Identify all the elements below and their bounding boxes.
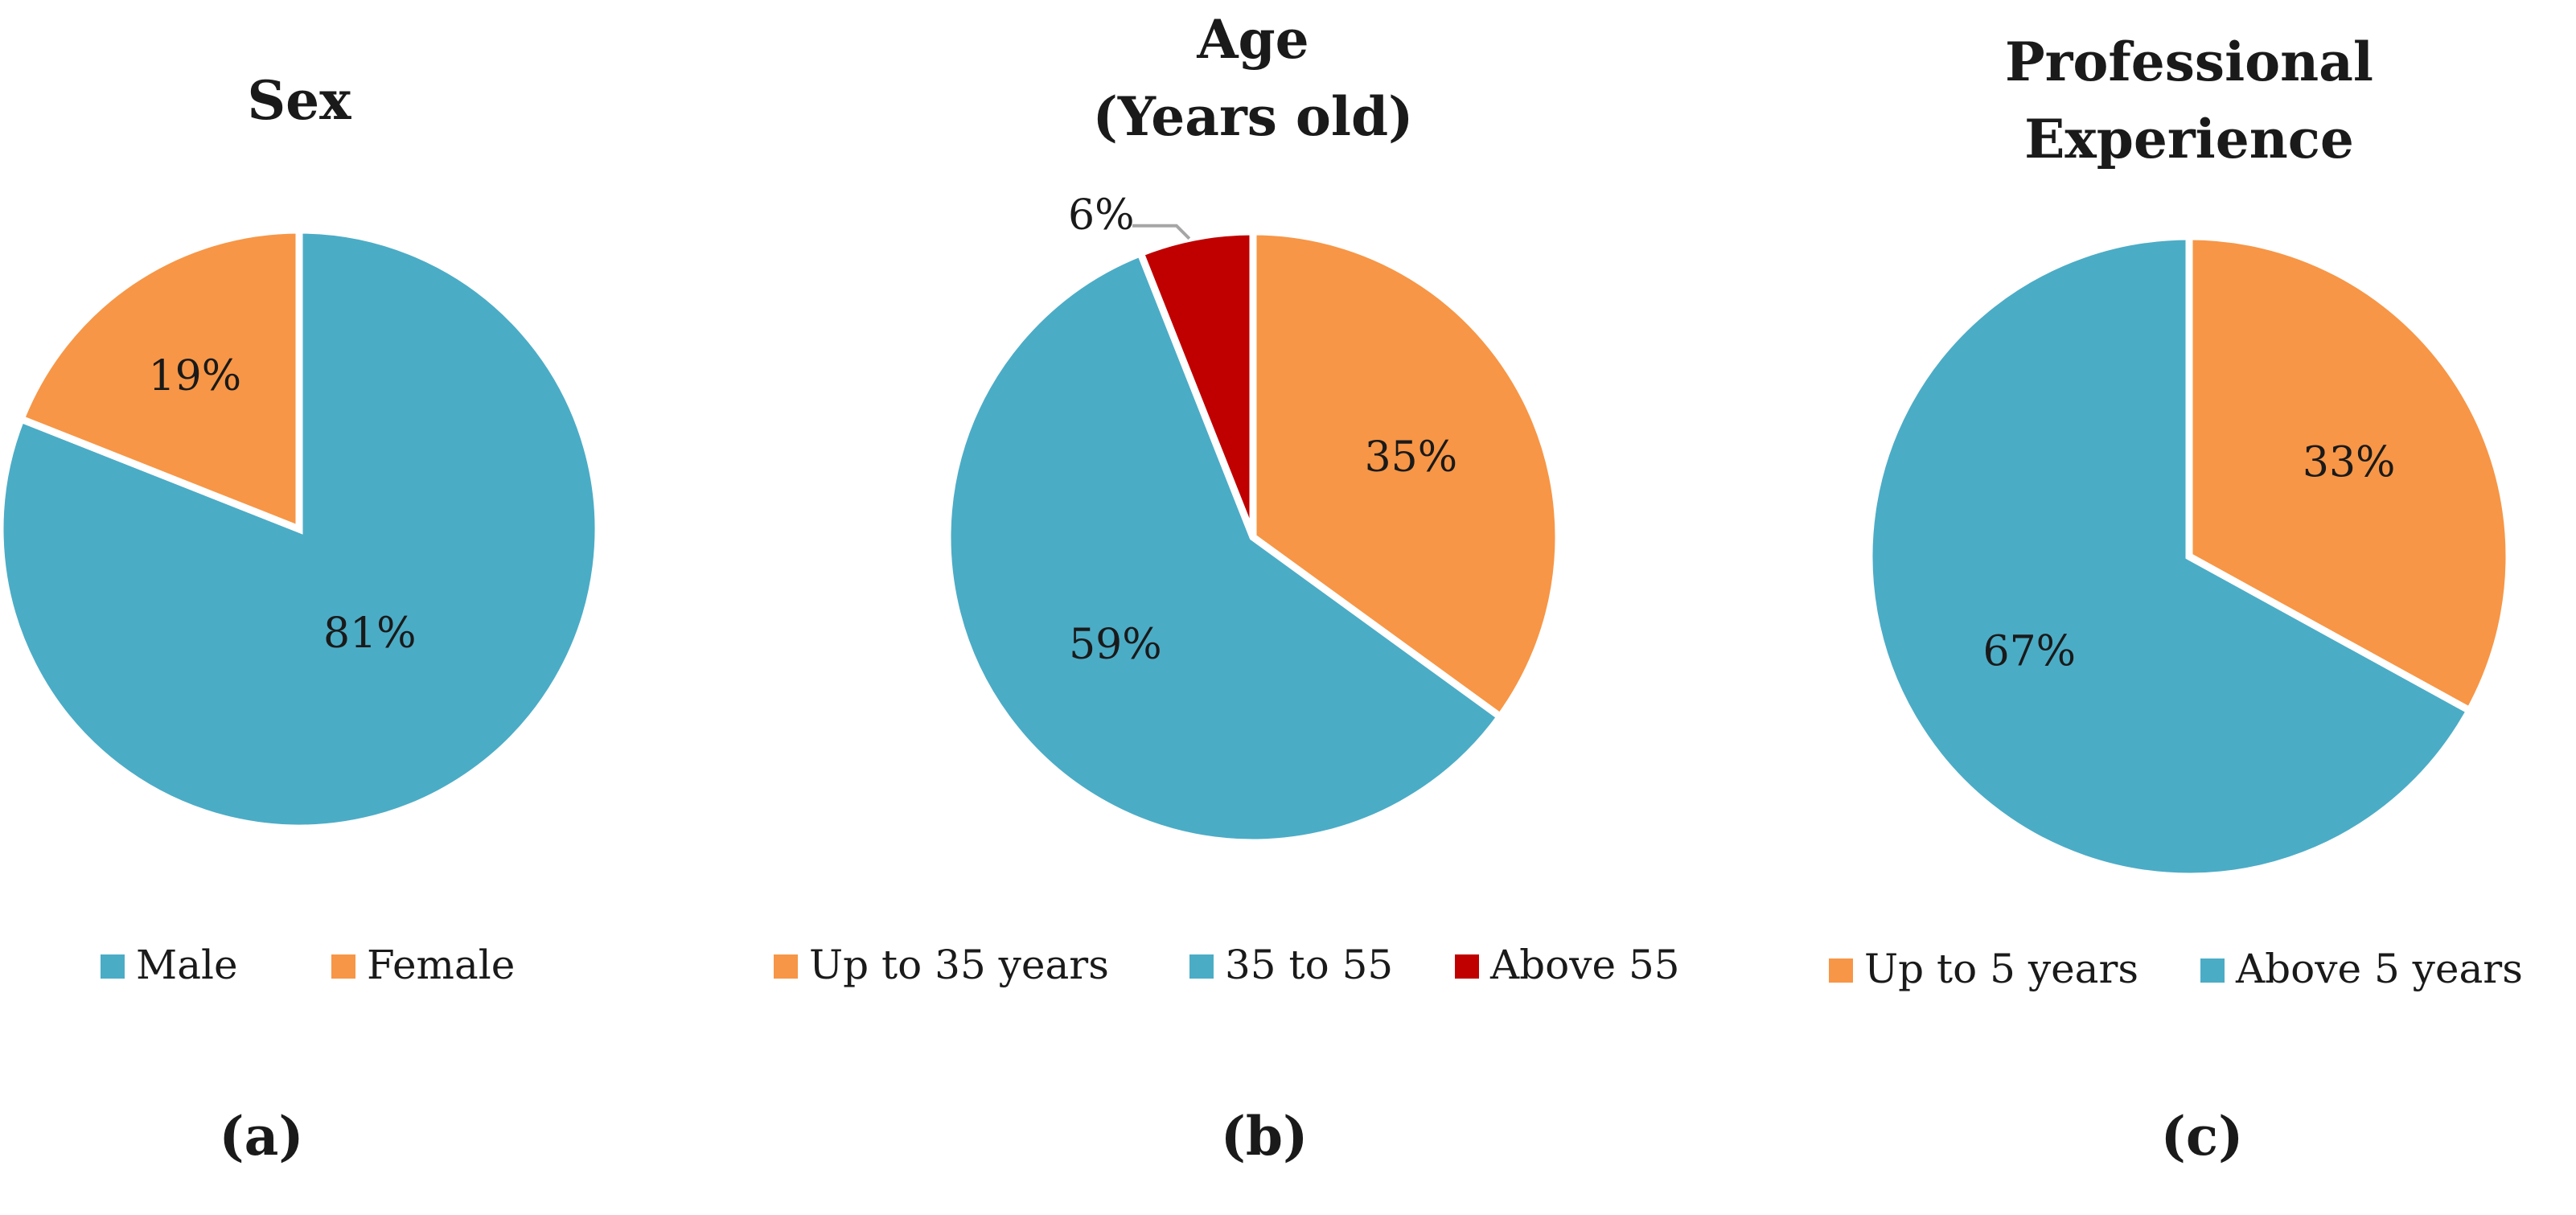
legend-label-c-above-5-years: Above 5 years bbox=[2235, 946, 2523, 992]
legend-b: Up to 35 years 35 to 55 Above 55 bbox=[774, 942, 1680, 988]
chart-panel-c: Professional Experience 33% 67% Up to 5 y… bbox=[1829, 31, 2523, 1168]
legend-swatch-b-up-to-35-years bbox=[774, 954, 798, 979]
legend-item-a-male: Male bbox=[101, 942, 238, 988]
legend-label-a-male: Male bbox=[136, 942, 238, 988]
chart-panel-b: Age (Years old) 35% 59% 6% Up to 35 years 3… bbox=[774, 8, 1680, 1168]
chart-title-c-line1: Professional bbox=[2005, 31, 2373, 93]
data-label-a-female: 19% bbox=[149, 352, 242, 400]
pie-b: 35% 59% 6% bbox=[943, 191, 1563, 847]
legend-a: Male Female bbox=[101, 942, 515, 988]
legend-swatch-c-above-5-years bbox=[2200, 958, 2225, 983]
legend-label-b-up-to-35-years: Up to 35 years bbox=[809, 942, 1109, 988]
legend-swatch-a-female bbox=[331, 954, 355, 979]
legend-swatch-b-above-55 bbox=[1455, 954, 1479, 979]
legend-label-a-female: Female bbox=[367, 942, 515, 988]
legend-swatch-c-up-to-5-years bbox=[1829, 958, 1853, 983]
pie-slice-c-up-to-5-years bbox=[2185, 232, 2513, 716]
chart-title-b-line1: Age bbox=[1196, 8, 1309, 71]
legend-item-c-up-to-5-years: Up to 5 years bbox=[1829, 946, 2138, 992]
data-label-a-male: 81% bbox=[323, 610, 417, 658]
legend-label-b-above-55: Above 55 bbox=[1489, 942, 1680, 988]
legend-item-b-up-to-35-years: Up to 35 years bbox=[774, 942, 1109, 988]
pie-a: 81% 19% bbox=[0, 226, 602, 832]
data-label-c-up-to-5-years: 33% bbox=[2303, 438, 2396, 486]
data-label-b-35-to-55: 59% bbox=[1069, 621, 1162, 669]
legend-item-c-above-5-years: Above 5 years bbox=[2200, 946, 2523, 992]
chart-title-a: Sex bbox=[247, 69, 351, 132]
panel-label-b: (b) bbox=[1221, 1105, 1309, 1168]
data-label-c-above-5-years: 67% bbox=[1983, 628, 2077, 676]
pie-c: 33% 67% bbox=[1865, 232, 2513, 880]
chart-title-b-line2: (Years old) bbox=[1093, 85, 1414, 148]
legend-item-a-female: Female bbox=[331, 942, 515, 988]
pie-slice-b-up-to-35-years bbox=[1249, 228, 1563, 722]
legend-item-b-35-to-55: 35 to 55 bbox=[1189, 942, 1393, 988]
legend-swatch-a-male bbox=[101, 954, 125, 979]
chart-panel-a: Sex 81% 19% Male Female (a) bbox=[0, 69, 602, 1168]
chart-title-c-line2: Experience bbox=[2024, 108, 2354, 170]
pie-slice-a-female bbox=[16, 226, 303, 535]
pie-slice-c-above-5-years bbox=[1865, 232, 2475, 880]
data-label-b-above-55: 6% bbox=[1068, 191, 1135, 240]
leader-line-b-above-55 bbox=[1132, 224, 1191, 240]
pie-slice-b-35-to-55 bbox=[943, 248, 1506, 847]
pie-slice-b-above-55 bbox=[1136, 228, 1257, 539]
legend-label-c-up-to-5-years: Up to 5 years bbox=[1864, 946, 2138, 992]
panel-label-c: (c) bbox=[2161, 1105, 2244, 1168]
legend-item-b-above-55: Above 55 bbox=[1455, 942, 1680, 988]
legend-label-b-35-to-55: 35 to 55 bbox=[1225, 942, 1393, 988]
data-label-b-up-to-35-years: 35% bbox=[1365, 433, 1458, 482]
panel-label-a: (a) bbox=[219, 1105, 303, 1168]
legend-swatch-b-35-to-55 bbox=[1189, 954, 1214, 979]
legend-c: Up to 5 years Above 5 years bbox=[1829, 946, 2523, 992]
